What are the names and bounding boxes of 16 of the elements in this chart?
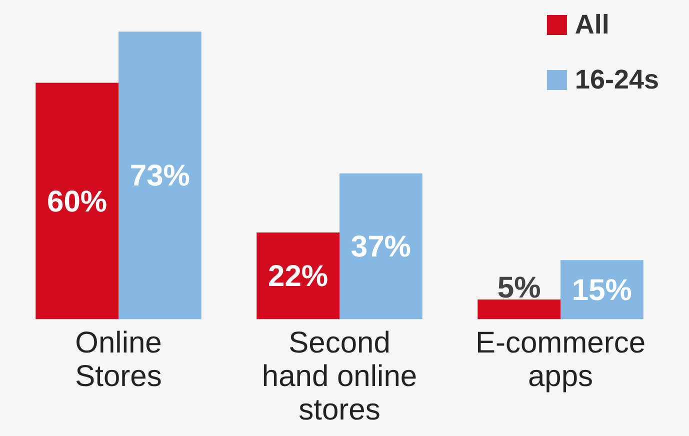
x-tick-label: E-commerce apps xyxy=(475,326,646,393)
bar xyxy=(478,300,560,320)
data-label: 15% xyxy=(572,274,632,307)
legend-label: 16-24s xyxy=(574,64,660,94)
bar xyxy=(340,173,422,320)
x-tick-label: Online Stores xyxy=(75,326,162,393)
data-label: 22% xyxy=(268,260,328,294)
bar xyxy=(36,82,118,320)
x-tick-label: Second hand online stores xyxy=(262,326,418,426)
legend-label: All xyxy=(574,9,610,40)
bar xyxy=(118,32,202,320)
data-label: 37% xyxy=(350,230,411,264)
data-label: 73% xyxy=(130,160,190,193)
data-label: 5% xyxy=(497,271,541,304)
data-label: 60% xyxy=(47,185,108,218)
bar xyxy=(256,232,340,320)
